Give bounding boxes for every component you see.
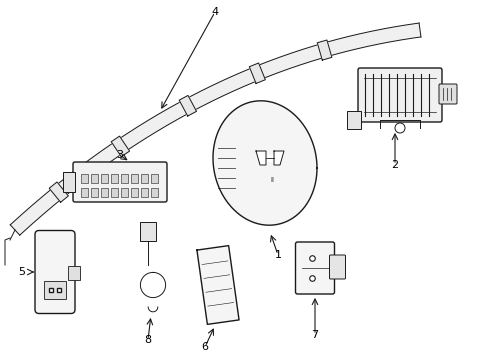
FancyBboxPatch shape [140, 222, 156, 241]
FancyBboxPatch shape [357, 68, 441, 122]
Polygon shape [273, 151, 284, 165]
FancyBboxPatch shape [151, 188, 158, 197]
FancyBboxPatch shape [91, 174, 98, 183]
FancyBboxPatch shape [81, 188, 88, 197]
Polygon shape [111, 136, 129, 157]
Polygon shape [179, 95, 196, 116]
Polygon shape [317, 40, 331, 60]
Polygon shape [49, 182, 68, 202]
FancyBboxPatch shape [101, 188, 108, 197]
FancyBboxPatch shape [438, 84, 456, 104]
FancyBboxPatch shape [131, 188, 138, 197]
FancyBboxPatch shape [141, 174, 148, 183]
FancyBboxPatch shape [121, 188, 128, 197]
FancyBboxPatch shape [63, 172, 75, 192]
FancyBboxPatch shape [101, 174, 108, 183]
FancyBboxPatch shape [35, 230, 75, 314]
Text: 4: 4 [211, 7, 218, 17]
FancyBboxPatch shape [131, 174, 138, 183]
Polygon shape [249, 63, 265, 84]
Text: 8: 8 [144, 335, 151, 345]
FancyBboxPatch shape [68, 266, 80, 280]
Polygon shape [10, 23, 420, 235]
FancyBboxPatch shape [81, 174, 88, 183]
Text: 3: 3 [116, 150, 123, 160]
FancyBboxPatch shape [141, 188, 148, 197]
FancyBboxPatch shape [111, 174, 118, 183]
Text: 1: 1 [274, 250, 281, 260]
FancyBboxPatch shape [295, 242, 334, 294]
FancyBboxPatch shape [346, 111, 360, 129]
FancyBboxPatch shape [329, 255, 345, 279]
Polygon shape [197, 246, 239, 324]
Text: 5: 5 [19, 267, 25, 277]
FancyBboxPatch shape [44, 281, 66, 299]
FancyBboxPatch shape [73, 162, 167, 202]
Polygon shape [256, 151, 265, 165]
Text: 2: 2 [390, 160, 398, 170]
Text: 6: 6 [201, 342, 208, 352]
Polygon shape [265, 155, 273, 161]
FancyBboxPatch shape [111, 188, 118, 197]
FancyBboxPatch shape [121, 174, 128, 183]
Text: II: II [269, 177, 273, 183]
FancyBboxPatch shape [151, 174, 158, 183]
Text: 7: 7 [311, 330, 318, 340]
FancyBboxPatch shape [91, 188, 98, 197]
Polygon shape [213, 101, 316, 225]
